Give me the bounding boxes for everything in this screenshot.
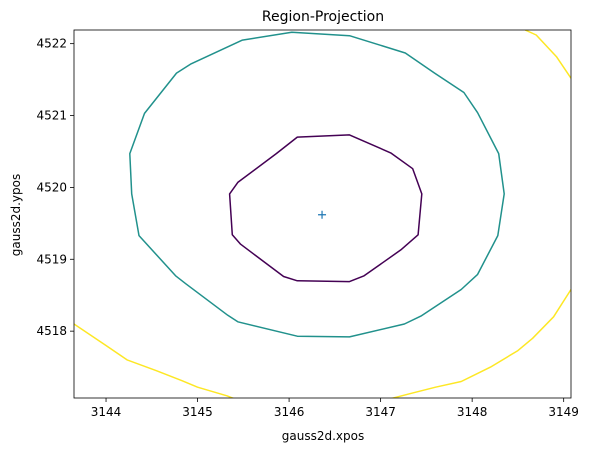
y-tick-label: 4521: [36, 109, 67, 123]
contour-line-2: [129, 31, 505, 338]
x-tick-label: 3146: [274, 405, 305, 419]
x-tick-label: 3149: [548, 405, 579, 419]
contour-line-3: [74, 323, 235, 398]
plot-area: [74, 30, 571, 398]
ticks: 3144 3145 3146 3147 3148 3149 4518 4519 4520 4521…: [36, 37, 578, 419]
contour-line-5: [524, 30, 571, 79]
chart-title: Region-Projection: [262, 9, 384, 25]
y-tick-label: 4522: [36, 37, 67, 51]
axes-frame: [73, 29, 572, 399]
y-tick-label: 4520: [36, 180, 67, 194]
x-tick-label: 3145: [182, 405, 213, 419]
y-axis-label: gauss2d.ypos: [9, 174, 23, 256]
x-tick-label: 3148: [457, 405, 488, 419]
best-fit-marker: [318, 210, 327, 219]
y-tick-label: 4518: [36, 324, 67, 338]
x-tick-label: 3144: [91, 405, 122, 419]
x-axis-label: gauss2d.xpos: [282, 429, 364, 443]
y-tick-label: 4519: [36, 252, 67, 266]
contour-line-1: [228, 134, 423, 283]
x-tick-label: 3147: [365, 405, 396, 419]
contour-line-4: [390, 289, 571, 398]
